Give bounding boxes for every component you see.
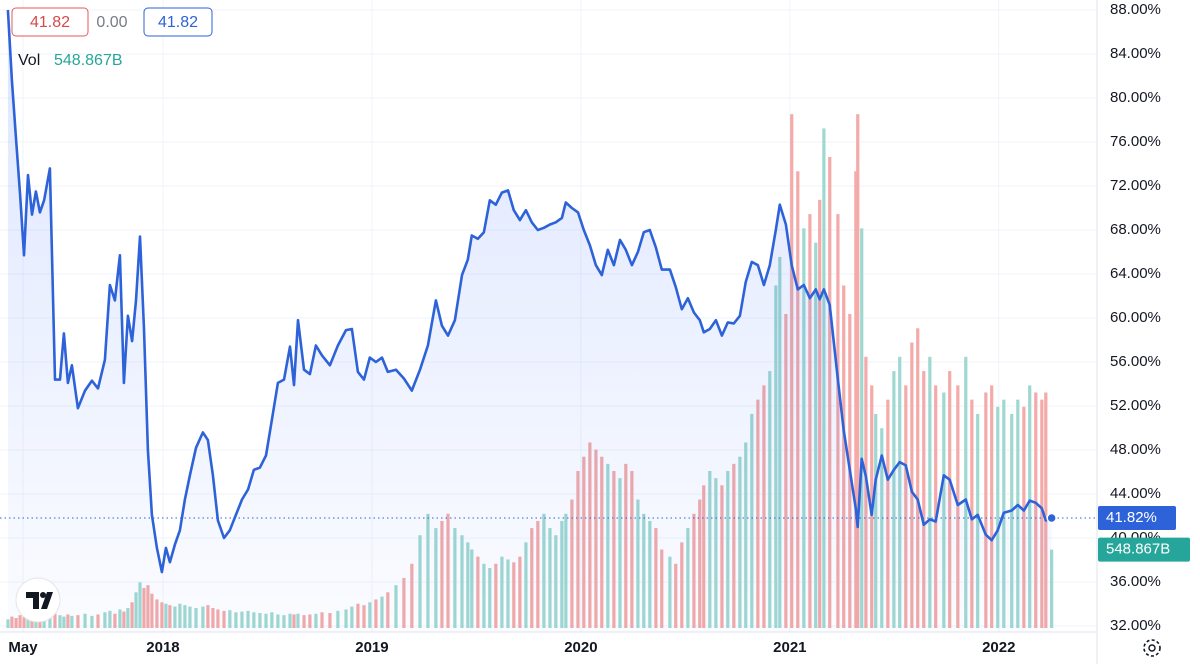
y-tick-label: 88.00% <box>1110 1 1161 18</box>
y-tick-label: 68.00% <box>1110 221 1161 238</box>
volume-bar <box>860 228 864 628</box>
x-tick-label: 2019 <box>355 639 388 656</box>
settings-hub[interactable] <box>1148 644 1156 652</box>
volume-bar <box>996 406 1000 628</box>
legend-value: 41.82 <box>158 14 198 31</box>
y-tick-label: 56.00% <box>1110 353 1161 370</box>
volume-bar <box>934 385 938 628</box>
y-tick-label: 80.00% <box>1110 89 1161 106</box>
last-value-badge <box>1098 505 1176 530</box>
x-tick-label: 2018 <box>146 639 179 656</box>
price-pane <box>0 9 1097 632</box>
volume-legend-value: 548.867B <box>54 52 123 69</box>
x-tick-label: 2022 <box>982 639 1015 656</box>
volume-bar <box>928 356 932 628</box>
volume-bar <box>964 356 968 628</box>
logo-mark[interactable] <box>26 592 53 609</box>
area <box>7 10 1052 632</box>
settings-gear[interactable] <box>1143 639 1161 657</box>
volume-bar <box>910 342 914 628</box>
y-tick-label: 32.00% <box>1110 617 1161 634</box>
volume-bar <box>856 114 860 628</box>
volume-legend-label: Vol <box>18 52 40 69</box>
legend-box <box>143 7 213 37</box>
legend-box <box>11 7 89 37</box>
logo[interactable] <box>15 577 61 623</box>
y-tick-label: 76.00% <box>1110 133 1161 150</box>
y-tick-label: 36.00% <box>1110 573 1161 590</box>
y-tick-label: 44.00% <box>1110 485 1161 502</box>
y-tick-label: 60.00% <box>1110 309 1161 326</box>
y-tick-label: 72.00% <box>1110 177 1161 194</box>
y-tick-label: 48.00% <box>1110 441 1161 458</box>
legend-value: 41.82 <box>30 14 70 31</box>
settings-icon[interactable] <box>1143 639 1161 657</box>
volume-badge <box>1098 537 1190 562</box>
last-point <box>1046 512 1057 524</box>
axes: 32.00%36.00%40.00%44.00%48.00%52.00%56.0… <box>8 1 1190 656</box>
volume-bar <box>984 392 988 628</box>
y-tick-label: 52.00% <box>1110 397 1161 414</box>
x-tick-label: 2021 <box>773 639 806 656</box>
logo-dot[interactable] <box>40 592 46 598</box>
line <box>6 9 1053 574</box>
volume-bar <box>916 328 920 628</box>
volume-bar <box>1044 392 1048 628</box>
volume-bar <box>990 385 994 628</box>
volume-bar <box>854 171 858 629</box>
last-value-label: 41.82% <box>1106 509 1157 526</box>
y-tick-label: 84.00% <box>1110 45 1161 62</box>
legend-value: 0.00 <box>96 14 127 31</box>
y-tick-label: 64.00% <box>1110 265 1161 282</box>
volume-bar <box>922 371 926 628</box>
volume-last-label: 548.867B <box>1106 541 1170 558</box>
x-tick-label: 2020 <box>564 639 597 656</box>
x-tick-label: May <box>8 639 38 656</box>
volume-bar <box>970 399 974 628</box>
